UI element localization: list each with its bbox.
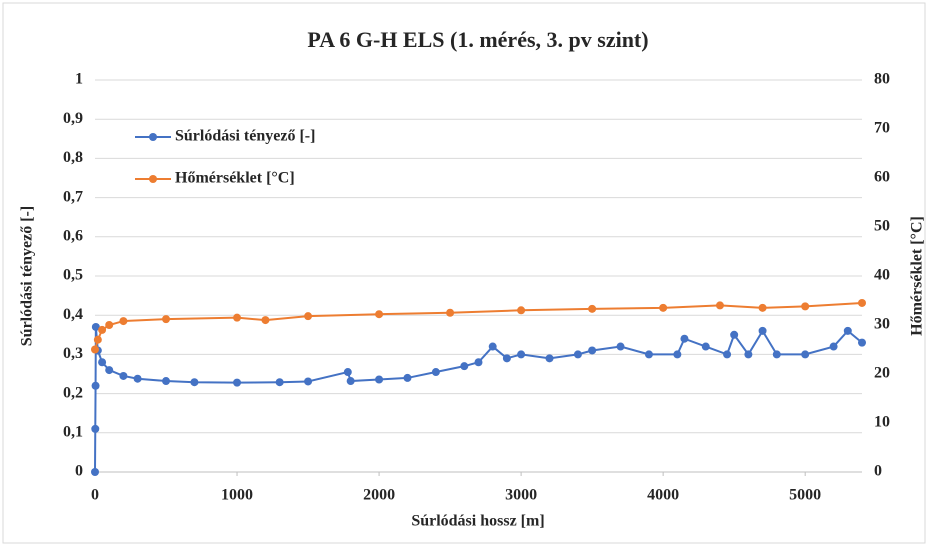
y-tick-label: 0,4 — [63, 306, 83, 323]
y2-tick-label: 0 — [874, 463, 882, 480]
y-tick-label: 0,6 — [63, 227, 83, 244]
point — [588, 304, 597, 313]
point — [616, 342, 625, 351]
point — [304, 312, 313, 321]
point — [502, 354, 511, 363]
point — [233, 378, 242, 387]
point — [91, 381, 100, 390]
point — [343, 368, 352, 377]
point — [105, 321, 114, 329]
x-tick-label: 1000 — [221, 487, 253, 504]
point — [758, 303, 767, 312]
y-tick-label: 0,2 — [63, 384, 83, 401]
point — [701, 342, 710, 351]
point — [772, 350, 781, 359]
x-axis-label: Súrlódási hossz [m] — [411, 513, 544, 530]
legend-label: Hőmérséklet [°C] — [175, 170, 295, 187]
x-tick-label: 4000 — [647, 487, 679, 504]
point — [474, 358, 483, 367]
point — [93, 335, 102, 344]
y2-tick-label: 70 — [874, 120, 890, 137]
point — [715, 301, 724, 310]
point — [858, 298, 866, 307]
point — [460, 362, 469, 371]
point — [91, 345, 99, 354]
y-tick-label: 0,1 — [63, 423, 83, 440]
point — [446, 308, 455, 317]
x-tick-label: 5000 — [789, 487, 821, 504]
y-tick-label: 0,7 — [63, 188, 83, 205]
point — [91, 468, 99, 476]
point — [375, 310, 384, 319]
y2-tick-label: 40 — [874, 267, 890, 284]
y2-tick-label: 10 — [874, 414, 890, 431]
point — [517, 350, 526, 359]
y-tick-label: 1 — [75, 71, 83, 88]
y2-tick-label: 30 — [874, 316, 890, 333]
point — [659, 303, 668, 312]
point — [233, 313, 242, 322]
point — [304, 377, 313, 386]
y2-tick-label: 20 — [874, 365, 890, 382]
chart-frame — [2, 2, 926, 544]
y2-tick-label: 80 — [874, 71, 890, 88]
legend-marker — [149, 133, 157, 141]
y-tick-label: 0,9 — [63, 110, 83, 127]
point — [431, 368, 440, 377]
point — [673, 350, 682, 359]
point — [517, 306, 526, 315]
point — [162, 315, 171, 324]
point — [119, 371, 128, 380]
point — [190, 378, 199, 387]
point — [573, 350, 582, 359]
legend-label: Súrlódási tényező [-] — [175, 128, 315, 145]
x-tick-label: 3000 — [505, 487, 537, 504]
point — [801, 350, 810, 359]
legend-marker — [149, 175, 157, 183]
y-tick-label: 0 — [75, 463, 83, 480]
point — [858, 338, 866, 347]
y-axis-label: Súrlódási tényező [-] — [19, 206, 36, 346]
point — [744, 350, 753, 359]
point — [91, 424, 100, 433]
x-tick-label: 0 — [91, 487, 99, 504]
point — [91, 322, 100, 331]
point — [105, 366, 114, 375]
y-tick-label: 0,5 — [63, 267, 83, 284]
point — [488, 342, 497, 351]
x-tick-label: 2000 — [363, 487, 395, 504]
chart-title: PA 6 G-H ELS (1. mérés, 3. pv szint) — [307, 27, 648, 52]
y2-tick-label: 60 — [874, 169, 890, 186]
point — [375, 375, 384, 384]
point — [275, 378, 284, 387]
point — [588, 346, 597, 355]
point — [133, 374, 142, 383]
point — [403, 373, 412, 382]
point — [723, 350, 732, 359]
y-tick-label: 0,8 — [63, 149, 83, 166]
y2-tick-label: 50 — [874, 218, 890, 235]
point — [843, 326, 852, 335]
point — [162, 377, 171, 386]
point — [801, 302, 810, 311]
y2-axis-label: Hőmérséklet [°C] — [909, 216, 926, 336]
y-tick-label: 0,3 — [63, 345, 83, 362]
point — [758, 326, 767, 335]
point — [545, 354, 554, 363]
point — [829, 342, 838, 351]
point — [98, 358, 107, 367]
point — [644, 350, 653, 359]
point — [261, 316, 270, 325]
point — [98, 325, 107, 334]
point — [730, 330, 739, 339]
point — [346, 377, 355, 386]
point — [119, 317, 128, 326]
point — [680, 334, 689, 343]
